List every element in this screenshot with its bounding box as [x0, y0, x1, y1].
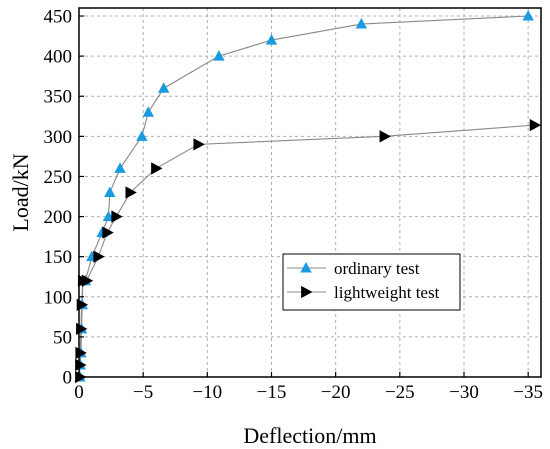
y-axis-label: Load/kN: [8, 153, 33, 231]
x-tick-label: −5: [133, 382, 153, 403]
series-line-0: [78, 15, 529, 378]
data-point-series-0: [355, 18, 368, 29]
data-point-series-1: [193, 138, 205, 151]
x-tick-label: −10: [192, 382, 222, 403]
plot-area-frame: [78, 7, 542, 378]
y-tick-label: 350: [44, 87, 73, 108]
y-tick-label: 100: [44, 287, 73, 308]
data-point-series-0: [265, 34, 278, 45]
x-tick-label: −20: [321, 382, 351, 403]
data-point-series-1: [75, 358, 87, 372]
y-tick-label: 150: [44, 247, 73, 268]
x-tick-label: 0: [74, 382, 84, 403]
data-point-series-1: [93, 250, 105, 263]
x-tick-label: −15: [257, 382, 287, 403]
legend: ordinary test lightweight test: [282, 253, 461, 311]
legend-label-ordinary: ordinary test: [334, 259, 420, 278]
x-tick-label: −35: [513, 382, 543, 403]
grid: [79, 8, 541, 377]
x-tick-label: −30: [449, 382, 479, 403]
x-axis-label: Deflection/mm: [243, 423, 376, 448]
data-point-series-0: [158, 82, 170, 93]
y-tick-label: 0: [63, 368, 73, 389]
data-point-series-0: [136, 130, 148, 141]
x-tick-label: −25: [385, 382, 415, 403]
y-tick-label: 250: [44, 167, 73, 188]
data-point-series-0: [213, 50, 225, 61]
y-tick-label: 300: [44, 127, 73, 148]
y-tick-label: 400: [44, 47, 73, 68]
y-tick-label: 450: [44, 7, 73, 28]
legend-marker-lightweight: [301, 285, 313, 299]
legend-box: [282, 253, 461, 311]
data-point-series-0: [522, 10, 534, 21]
axis-ticks: [78, 15, 529, 378]
legend-label-lightweight: lightweight test: [334, 283, 440, 302]
data-point-series-1: [151, 162, 163, 175]
series-lines: [78, 15, 535, 378]
data-point-series-1: [81, 274, 94, 287]
data-point-series-1: [379, 130, 391, 143]
data-point-series-0: [142, 106, 154, 117]
data-point-series-1: [111, 210, 123, 223]
data-point-series-0: [114, 162, 126, 173]
data-point-series-1: [125, 186, 137, 199]
series-markers: [74, 10, 542, 384]
data-point-series-1: [102, 226, 114, 239]
legend-marker-ordinary: [300, 262, 312, 273]
y-tick-label: 200: [44, 207, 73, 228]
series-line-1: [78, 124, 535, 378]
data-point-series-1: [529, 118, 542, 132]
axis-tick-labels: 0 −5 −10 −15 −20 −25 −30 −35 0 50 100 150 200 250 300 3…: [44, 7, 544, 403]
y-tick-label: 50: [53, 327, 72, 348]
data-point-series-0: [104, 186, 116, 197]
